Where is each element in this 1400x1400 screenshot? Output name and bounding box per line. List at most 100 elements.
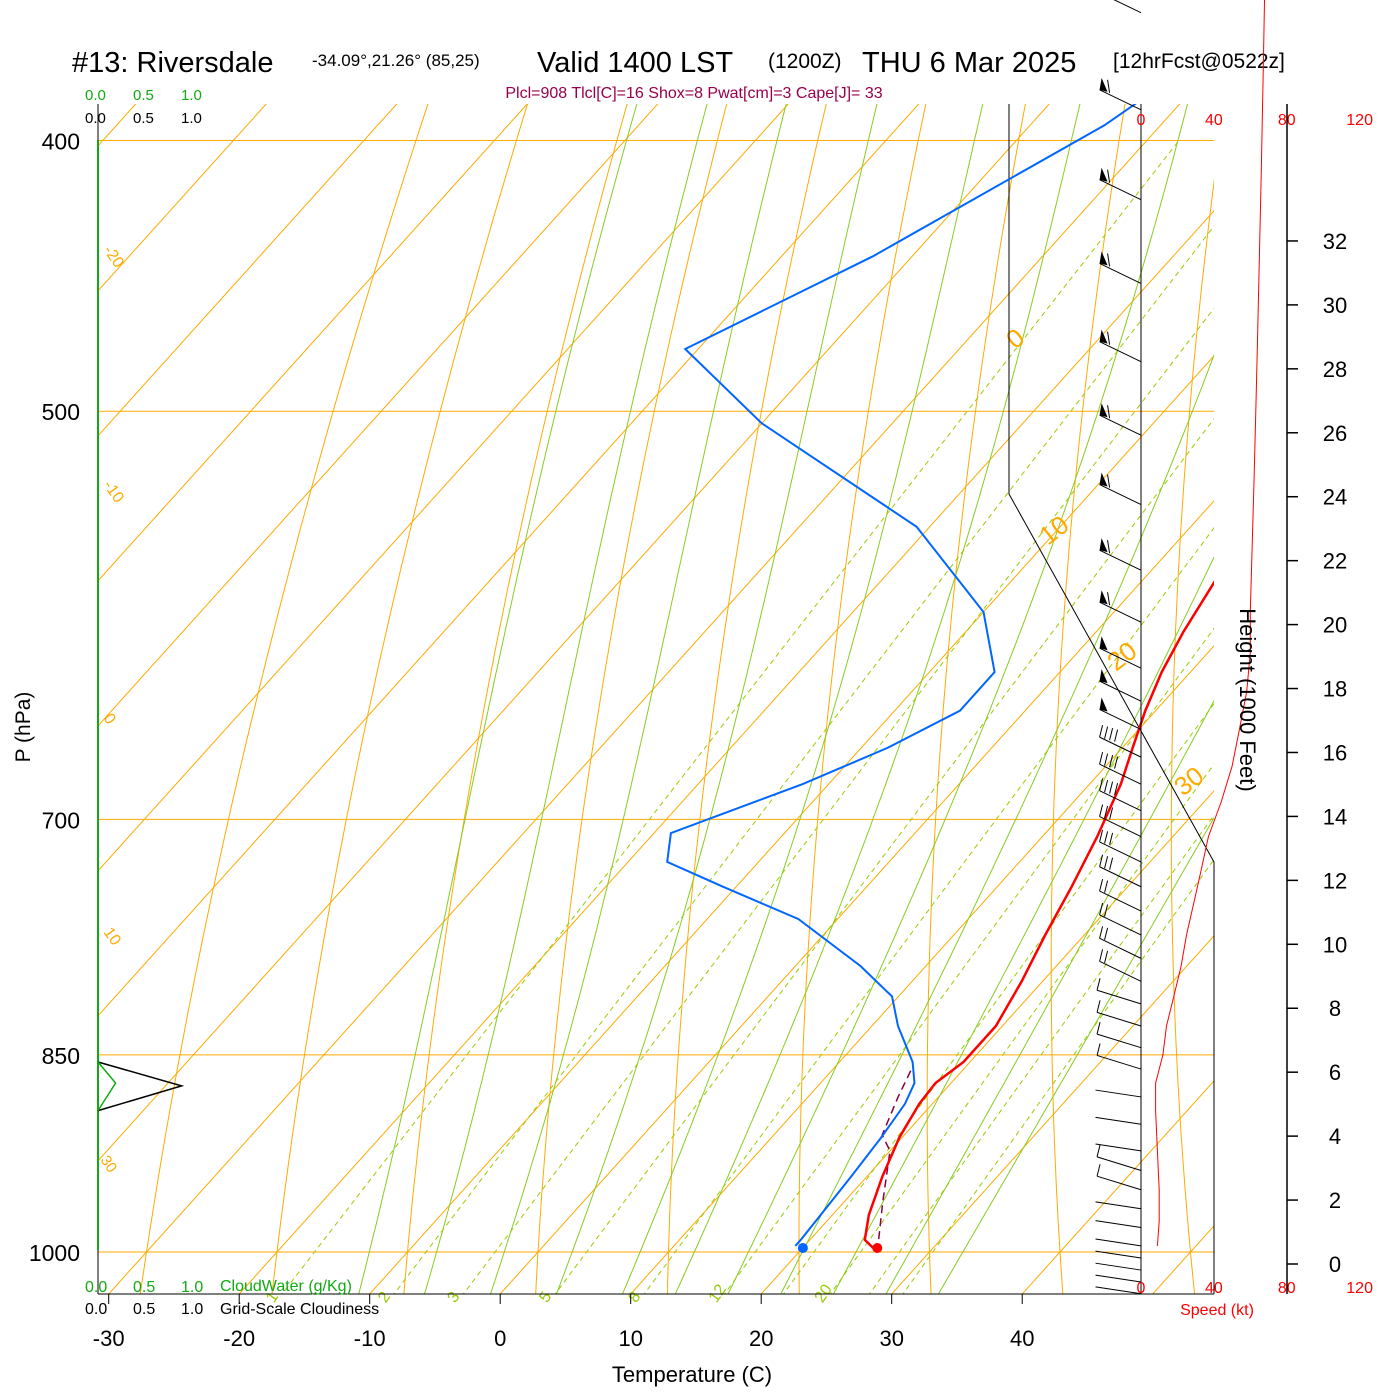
isotherm-label: 10 [1033,509,1074,550]
zulu-time: (1200Z) [768,50,842,73]
temperature-tick-label: 0 [494,1326,506,1351]
isotherm-label: 10 [100,925,124,949]
height-tick-label: 24 [1323,485,1347,510]
wind-barb [1096,1164,1142,1191]
height-tick-label: 18 [1323,677,1347,702]
cloud-level-label: 30 [97,1153,120,1176]
wind-barb [1095,1143,1142,1152]
wind-barb [1096,1144,1142,1171]
valid-date: THU 6 Mar 2025 [862,47,1076,79]
surface-dewpoint-marker [797,1243,808,1253]
sounding-traces [666,104,1214,1253]
pressure-tick-label: 400 [42,129,80,155]
wind-barb [1095,1286,1142,1295]
wind-barb [1096,1021,1142,1049]
isotherm [98,104,528,582]
stability-params: Plcl=908 Tlcl[C]=16 Shox=8 Pwat[cm]=3 Ca… [505,85,882,102]
dry-adiabat [271,104,529,1294]
wind-barb [1096,1043,1142,1070]
parcel-trace [876,1068,913,1253]
height-tick-label: 16 [1323,740,1347,765]
wind-speed-tick-bottom: 40 [1205,1280,1223,1297]
temperature-tick-label: 20 [749,1326,773,1351]
isotherm [98,104,920,1017]
moist-adiabat [674,104,1081,1294]
height-tick-label: 0 [1329,1252,1341,1277]
wind-barb [1099,778,1142,812]
wind-barb [1096,1000,1142,1027]
isotherm [499,500,1214,1294]
wind-barb [1099,472,1142,506]
isotherm [98,104,789,872]
moist-adiabat [621,104,984,1294]
wind-barb [1095,1274,1142,1283]
cloudiness-scale-bottom: 0.5 [133,1301,155,1318]
wind-barb [1095,1201,1142,1210]
isotherm-label: -20 [100,243,127,272]
mixing-ratio-line [868,814,1214,1294]
pressure-tick-label: 700 [42,807,80,833]
wind-barb [1099,403,1142,436]
isotherm-label: 30 [1168,760,1209,801]
height-tick-label: 30 [1323,293,1347,318]
wind-speed-tick-top: 40 [1205,112,1223,129]
moist-adiabat [555,104,878,1294]
isotherm [369,355,1214,1294]
moist-adiabat [727,104,1189,1294]
temperature-tick-label: 10 [618,1326,642,1351]
cloudiness-scale-bottom: 0.0 [85,1301,107,1318]
isotherm [1021,1080,1214,1294]
stratosphere-boundary [1008,104,1215,1294]
mixing-ratio-line [281,140,1180,1294]
height-tick-label: 22 [1323,549,1347,574]
wind-barb [1095,1089,1142,1098]
height-axis-title: Height (1000 Feet) [1235,608,1260,791]
temperature-tick-label: 30 [879,1326,903,1351]
pressure-tick-label: 850 [42,1043,80,1069]
isotherm-label: -10 [100,478,127,507]
cloud-water-scale-bottom: 0.5 [133,1279,155,1296]
wind-barb [1099,697,1142,730]
cloudiness-label: Grid-Scale Cloudiness [220,1301,379,1318]
dry-adiabat [666,104,827,1294]
wind-barb [1099,590,1142,623]
isotherm [1152,1225,1214,1294]
plot-frame [97,104,1215,1295]
mixing-ratio-line [902,858,1214,1294]
y-axis-title: P (hPa) [12,692,35,763]
cloud-profiles: 30 [97,1061,185,1176]
wind-barb [1095,1220,1142,1228]
height-tick-label: 12 [1323,868,1347,893]
dry-adiabat [1170,178,1214,1294]
wind-barb [1099,77,1142,111]
moist-adiabat [358,104,638,1294]
wind-speed-tick-bottom: 0 [1137,1280,1146,1297]
height-tick-label: 4 [1329,1124,1341,1149]
wind-barb [1095,1238,1142,1247]
height-tick-label: 26 [1323,421,1347,446]
surface-temperature-marker [872,1243,883,1253]
station-coords: -34.09°,21.26° (85,25) [312,51,480,70]
height-tick-label: 28 [1323,357,1347,382]
temperature-tick-label: -10 [354,1326,386,1351]
wind-speed-tick-top: 120 [1346,112,1373,129]
dry-adiabat [535,104,728,1294]
isotherm [0,0,485,1311]
thermo-background [0,0,1214,1311]
cloudiness-scale-bottom: 1.0 [181,1301,203,1318]
height-tick-label: 10 [1323,932,1347,957]
valid-time: Valid 1400 LST [537,47,733,79]
wind-barb [1096,978,1142,1005]
cloud-water-profile [97,1061,117,1112]
moist-adiabat [885,699,1214,1294]
wind-barb [1095,1116,1142,1125]
moist-adiabat [780,353,1214,1294]
moist-adiabat [423,104,708,1294]
dry-adiabat [139,104,429,1294]
mixing-ratio-line [643,527,1214,1294]
mixing-ratio-label: 8 [625,1289,644,1306]
wind-barb [1095,1262,1142,1271]
station-title: #13: Riversdale [72,47,274,79]
axes: 0.0 0.0 0.0 0.0 0.5 0.5 0.5 0.5 1.0 1.0 1.0 1.0 2 5 0 3… [29,87,1347,1351]
